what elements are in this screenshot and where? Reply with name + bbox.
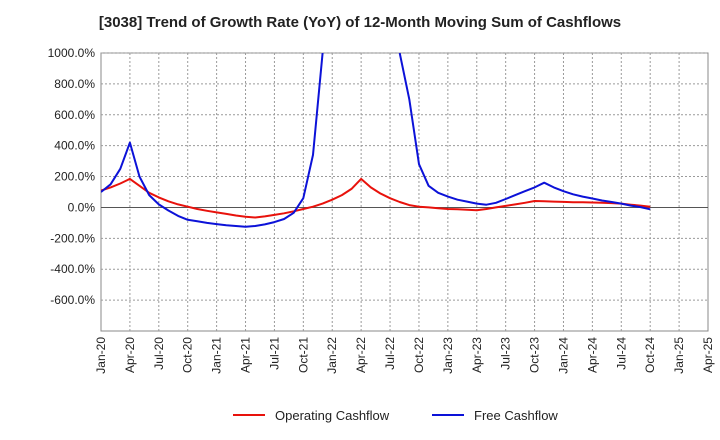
x-tick-label: Apr-23 [470, 337, 484, 373]
x-tick-label: Oct-20 [181, 337, 195, 373]
y-tick-label: -600.0% [50, 293, 95, 307]
legend-label: Free Cashflow [474, 408, 558, 423]
x-tick-label: Oct-21 [296, 337, 310, 373]
series-line-operating-cashflow [101, 177, 651, 219]
x-tick-label: Oct-24 [643, 337, 657, 373]
x-axis-ticks: Jan-20 Apr-20 Jul-20 Oct-20 Jan-21 Apr-21 Jul-… [94, 337, 715, 374]
y-tick-label: 200.0% [54, 170, 95, 184]
x-tick-label: Jan-20 [94, 337, 108, 374]
plot-area [100, 52, 709, 332]
x-tick-label: Oct-23 [528, 337, 542, 373]
x-tick-label: Apr-22 [354, 337, 368, 373]
x-tick-label: Jul-21 [267, 337, 281, 370]
x-tick-label: Jan-22 [325, 337, 339, 374]
y-tick-label: 0.0% [68, 200, 96, 214]
y-tick-label: 800.0% [54, 77, 95, 91]
x-tick-label: Apr-21 [239, 337, 253, 373]
x-tick-label: Jan-21 [210, 337, 224, 374]
y-tick-label: -200.0% [50, 231, 95, 245]
x-tick-label: Jul-20 [152, 337, 166, 370]
legend-label: Operating Cashflow [275, 408, 390, 423]
x-tick-label: Oct-22 [412, 337, 426, 373]
y-tick-label: 400.0% [54, 139, 95, 153]
x-tick-label: Jul-23 [499, 337, 513, 370]
x-tick-label: Jul-24 [614, 337, 628, 370]
x-tick-label: Jan-24 [556, 337, 570, 374]
x-tick-label: Apr-25 [701, 337, 715, 373]
x-tick-label: Jan-25 [672, 337, 686, 374]
y-tick-label: -400.0% [50, 262, 95, 276]
chart-title: [3038] Trend of Growth Rate (YoY) of 12-… [98, 14, 622, 31]
y-tick-label: 600.0% [54, 108, 95, 122]
series-layer [101, 53, 651, 228]
y-axis-ticks: 1000.0% 800.0% 600.0% 400.0% 200.0% 0.0% -200.… [48, 46, 96, 307]
y-tick-label: 1000.0% [48, 46, 96, 60]
series-line-free-cashflow [101, 53, 651, 228]
legend: Operating Cashflow Free Cashflow [233, 408, 558, 423]
x-tick-label: Jan-23 [441, 337, 455, 374]
x-tick-label: Apr-24 [585, 337, 599, 373]
grid-layer [101, 52, 708, 331]
x-tick-label: Apr-20 [123, 337, 137, 373]
x-tick-label: Jul-22 [383, 337, 397, 370]
